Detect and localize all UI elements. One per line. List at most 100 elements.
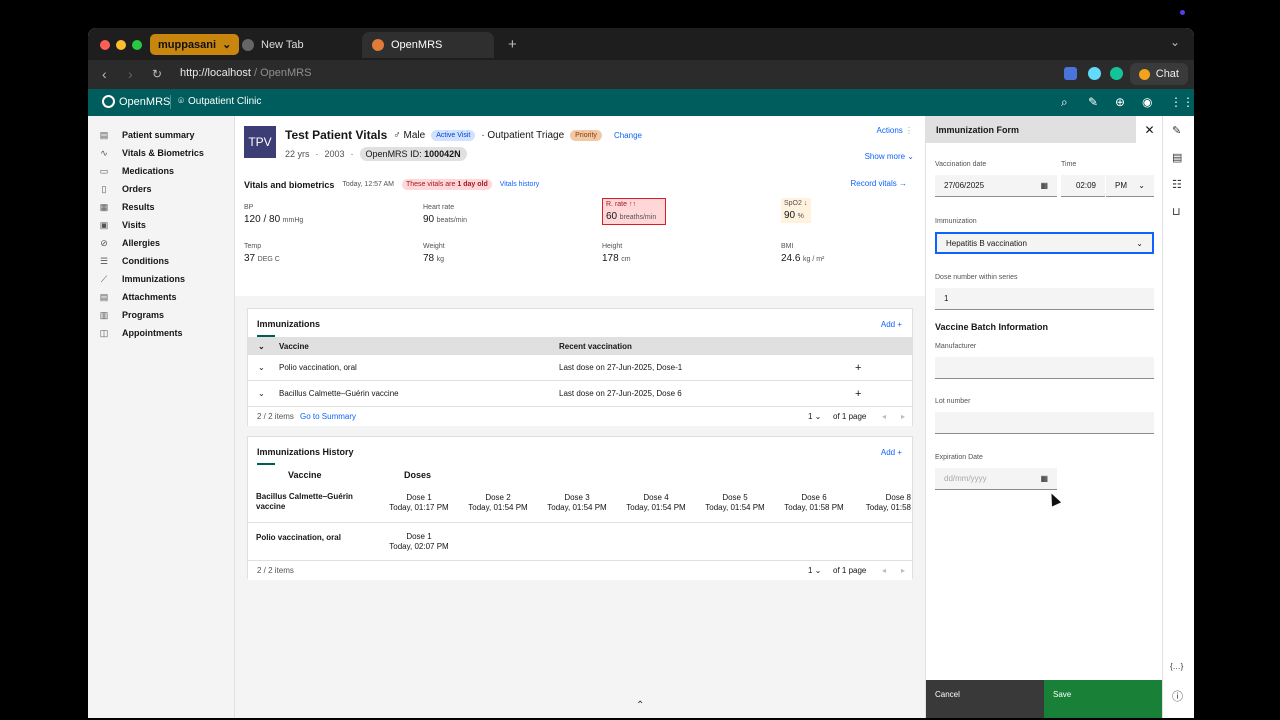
- visits-icon: ▣: [99, 219, 109, 230]
- sidebar-item-appointments[interactable]: ◫ Appointments: [88, 324, 235, 342]
- page-select[interactable]: 1 ⌄: [808, 566, 822, 575]
- sidebar-item-medications[interactable]: ▭ Medications: [88, 162, 235, 180]
- sidebar-item-programs[interactable]: ▥ Programs: [88, 306, 235, 324]
- tab-openmrs[interactable]: OpenMRS: [362, 32, 494, 58]
- app-switcher-icon[interactable]: ⋮⋮: [1170, 95, 1194, 109]
- vaccination-date-input[interactable]: 27/06/2025 ▦: [935, 175, 1057, 197]
- add-dose-icon[interactable]: +: [855, 361, 862, 374]
- dose-number-input[interactable]: 1: [935, 288, 1154, 310]
- expiration-date-input[interactable]: dd/mm/yyyy ▦: [935, 468, 1057, 490]
- immunization-select[interactable]: Hepatitis B vaccination ⌄: [935, 232, 1154, 254]
- page-select[interactable]: 1 ⌄: [808, 412, 822, 421]
- sidebar-item-conditions[interactable]: ☰ Conditions: [88, 252, 235, 270]
- table-row[interactable]: ⌄ Polio vaccination, oral Last dose on 2…: [248, 355, 912, 381]
- grammarly-extension-icon[interactable]: [1110, 67, 1123, 80]
- openmrs-favicon-icon: [372, 39, 384, 51]
- code-icon[interactable]: {…}: [1170, 662, 1184, 671]
- next-page-icon[interactable]: ▸: [901, 412, 906, 421]
- close-icon: ✕: [1144, 122, 1155, 137]
- add-history-button[interactable]: Add +: [881, 448, 902, 457]
- manufacturer-input[interactable]: [935, 357, 1154, 379]
- translate-extension-icon[interactable]: [1064, 67, 1077, 80]
- chevron-up-icon[interactable]: ⌃: [636, 700, 645, 711]
- tab-label: OpenMRS: [391, 39, 443, 51]
- vital-weight: Weight 78 kg: [423, 243, 593, 264]
- vital-respiratory-rate: R. rate ↑↑ 60 breaths/min: [602, 198, 666, 225]
- sidebar-item-vitals[interactable]: ∿ Vitals & Biometrics: [88, 144, 235, 162]
- actions-menu-button[interactable]: Actions ⋮: [877, 126, 913, 135]
- cart-icon[interactable]: ⊔: [1172, 206, 1181, 218]
- cancel-button[interactable]: Cancel: [926, 680, 1044, 718]
- profile-button[interactable]: muppasani ⌄: [150, 34, 240, 55]
- tile-title: Immunizations History: [257, 447, 354, 457]
- tab-bar: muppasani ⌄ New Tab OpenMRS + ⌄: [88, 28, 1194, 60]
- vital-number: 90: [784, 210, 796, 221]
- forward-icon[interactable]: ›: [128, 66, 133, 82]
- pen-icon[interactable]: ✎: [1172, 125, 1182, 137]
- sidebar-item-allergies[interactable]: ⊘ Allergies: [88, 234, 235, 252]
- openmrs-logo[interactable]: OpenMRS: [102, 95, 170, 108]
- go-to-summary-link[interactable]: Go to Summary: [300, 412, 357, 421]
- record-vitals-button[interactable]: Record vitals →: [851, 179, 907, 188]
- back-icon[interactable]: ‹: [102, 66, 107, 82]
- lot-number-input[interactable]: [935, 412, 1154, 434]
- previous-page-icon[interactable]: ◂: [882, 412, 887, 421]
- browser-window: muppasani ⌄ New Tab OpenMRS + ⌄ ‹ › ↻ ht…: [88, 28, 1194, 718]
- tab-list-chevron-icon[interactable]: ⌄: [1169, 35, 1180, 49]
- users-icon[interactable]: ☷: [1172, 179, 1182, 191]
- recent-vaccination: Last dose on 27-Jun-2025, Dose 6: [559, 389, 682, 398]
- sidebar-item-results[interactable]: ▦ Results: [88, 198, 235, 216]
- tab-new-tab[interactable]: New Tab: [232, 32, 356, 58]
- expand-all-icon[interactable]: ⌄: [258, 341, 265, 351]
- sidebar-item-label: Results: [122, 202, 155, 212]
- close-window-button[interactable]: [100, 40, 110, 50]
- time-label: Time: [1061, 161, 1077, 168]
- maximize-window-button[interactable]: [132, 40, 142, 50]
- new-tab-button[interactable]: +: [508, 36, 517, 53]
- location-picker[interactable]: ⌾ Outpatient Clinic: [178, 96, 261, 107]
- minimize-window-button[interactable]: [116, 40, 126, 50]
- next-page-icon[interactable]: ▸: [901, 566, 906, 575]
- add-dose-icon[interactable]: +: [855, 387, 862, 400]
- url-host: http://localhost: [180, 67, 251, 79]
- sidebar-item-attachments[interactable]: ▤ Attachments: [88, 288, 235, 306]
- vitals-header: Vitals and biometrics Today, 12:57 AM Th…: [244, 179, 539, 190]
- results-icon: ▦: [99, 201, 109, 212]
- react-extension-icon[interactable]: [1088, 67, 1101, 80]
- add-patient-icon[interactable]: ⊕: [1115, 95, 1126, 109]
- sidebar-item-orders[interactable]: ▯ Orders: [88, 180, 235, 198]
- vital-unit: breaths/min: [619, 214, 657, 221]
- pen-tool-icon[interactable]: ✎: [1088, 95, 1099, 109]
- sidebar-item-visits[interactable]: ▣ Visits: [88, 216, 235, 234]
- ampm-select[interactable]: PM ⌄: [1106, 175, 1154, 197]
- immunization-label: Immunization: [935, 218, 977, 225]
- sidebar-item-patient-summary[interactable]: ▤ Patient summary: [88, 126, 235, 144]
- url-field[interactable]: http://localhost / OpenMRS: [180, 67, 311, 79]
- close-form-button[interactable]: ✕: [1136, 116, 1163, 143]
- previous-page-icon[interactable]: ◂: [882, 566, 887, 575]
- user-avatar-icon[interactable]: ◉: [1142, 95, 1153, 109]
- chevron-down-icon[interactable]: ⌄: [258, 363, 265, 372]
- vitals-history-link[interactable]: Vitals history: [499, 181, 540, 188]
- chevron-down-icon[interactable]: ⌄: [258, 389, 265, 398]
- sidebar-item-immunizations[interactable]: ⟋ Immunizations: [88, 270, 235, 288]
- time-input[interactable]: 02:09: [1061, 175, 1105, 197]
- chat-button[interactable]: Chat: [1129, 63, 1188, 85]
- calendar-icon: ▦: [1040, 474, 1048, 483]
- recent-vaccination: Last dose on 27-Jun-2025, Dose-1: [559, 363, 683, 372]
- time-value: 02:09: [1075, 181, 1096, 190]
- left-navigation: ▤ Patient summary ∿ Vitals & Biometrics ▭ M…: [88, 116, 235, 718]
- table-row[interactable]: ⌄ Bacillus Calmette–Guérin vaccine Last …: [248, 381, 912, 407]
- show-more-button[interactable]: Show more ⌄: [865, 152, 914, 161]
- add-immunization-button[interactable]: Add +: [881, 320, 902, 329]
- save-button[interactable]: Save: [1044, 680, 1163, 718]
- change-visit-link[interactable]: Change: [613, 130, 642, 140]
- sidebar-item-label: Visits: [122, 220, 146, 230]
- dose-time: Today, 01:58: [865, 503, 911, 512]
- search-icon[interactable]: ⌕: [1061, 95, 1068, 109]
- vital-value: 178 cm: [602, 253, 772, 264]
- reload-icon[interactable]: ↻: [152, 67, 163, 81]
- help-icon[interactable]: ⓘ: [1172, 691, 1183, 703]
- document-icon[interactable]: ▤: [1172, 152, 1183, 164]
